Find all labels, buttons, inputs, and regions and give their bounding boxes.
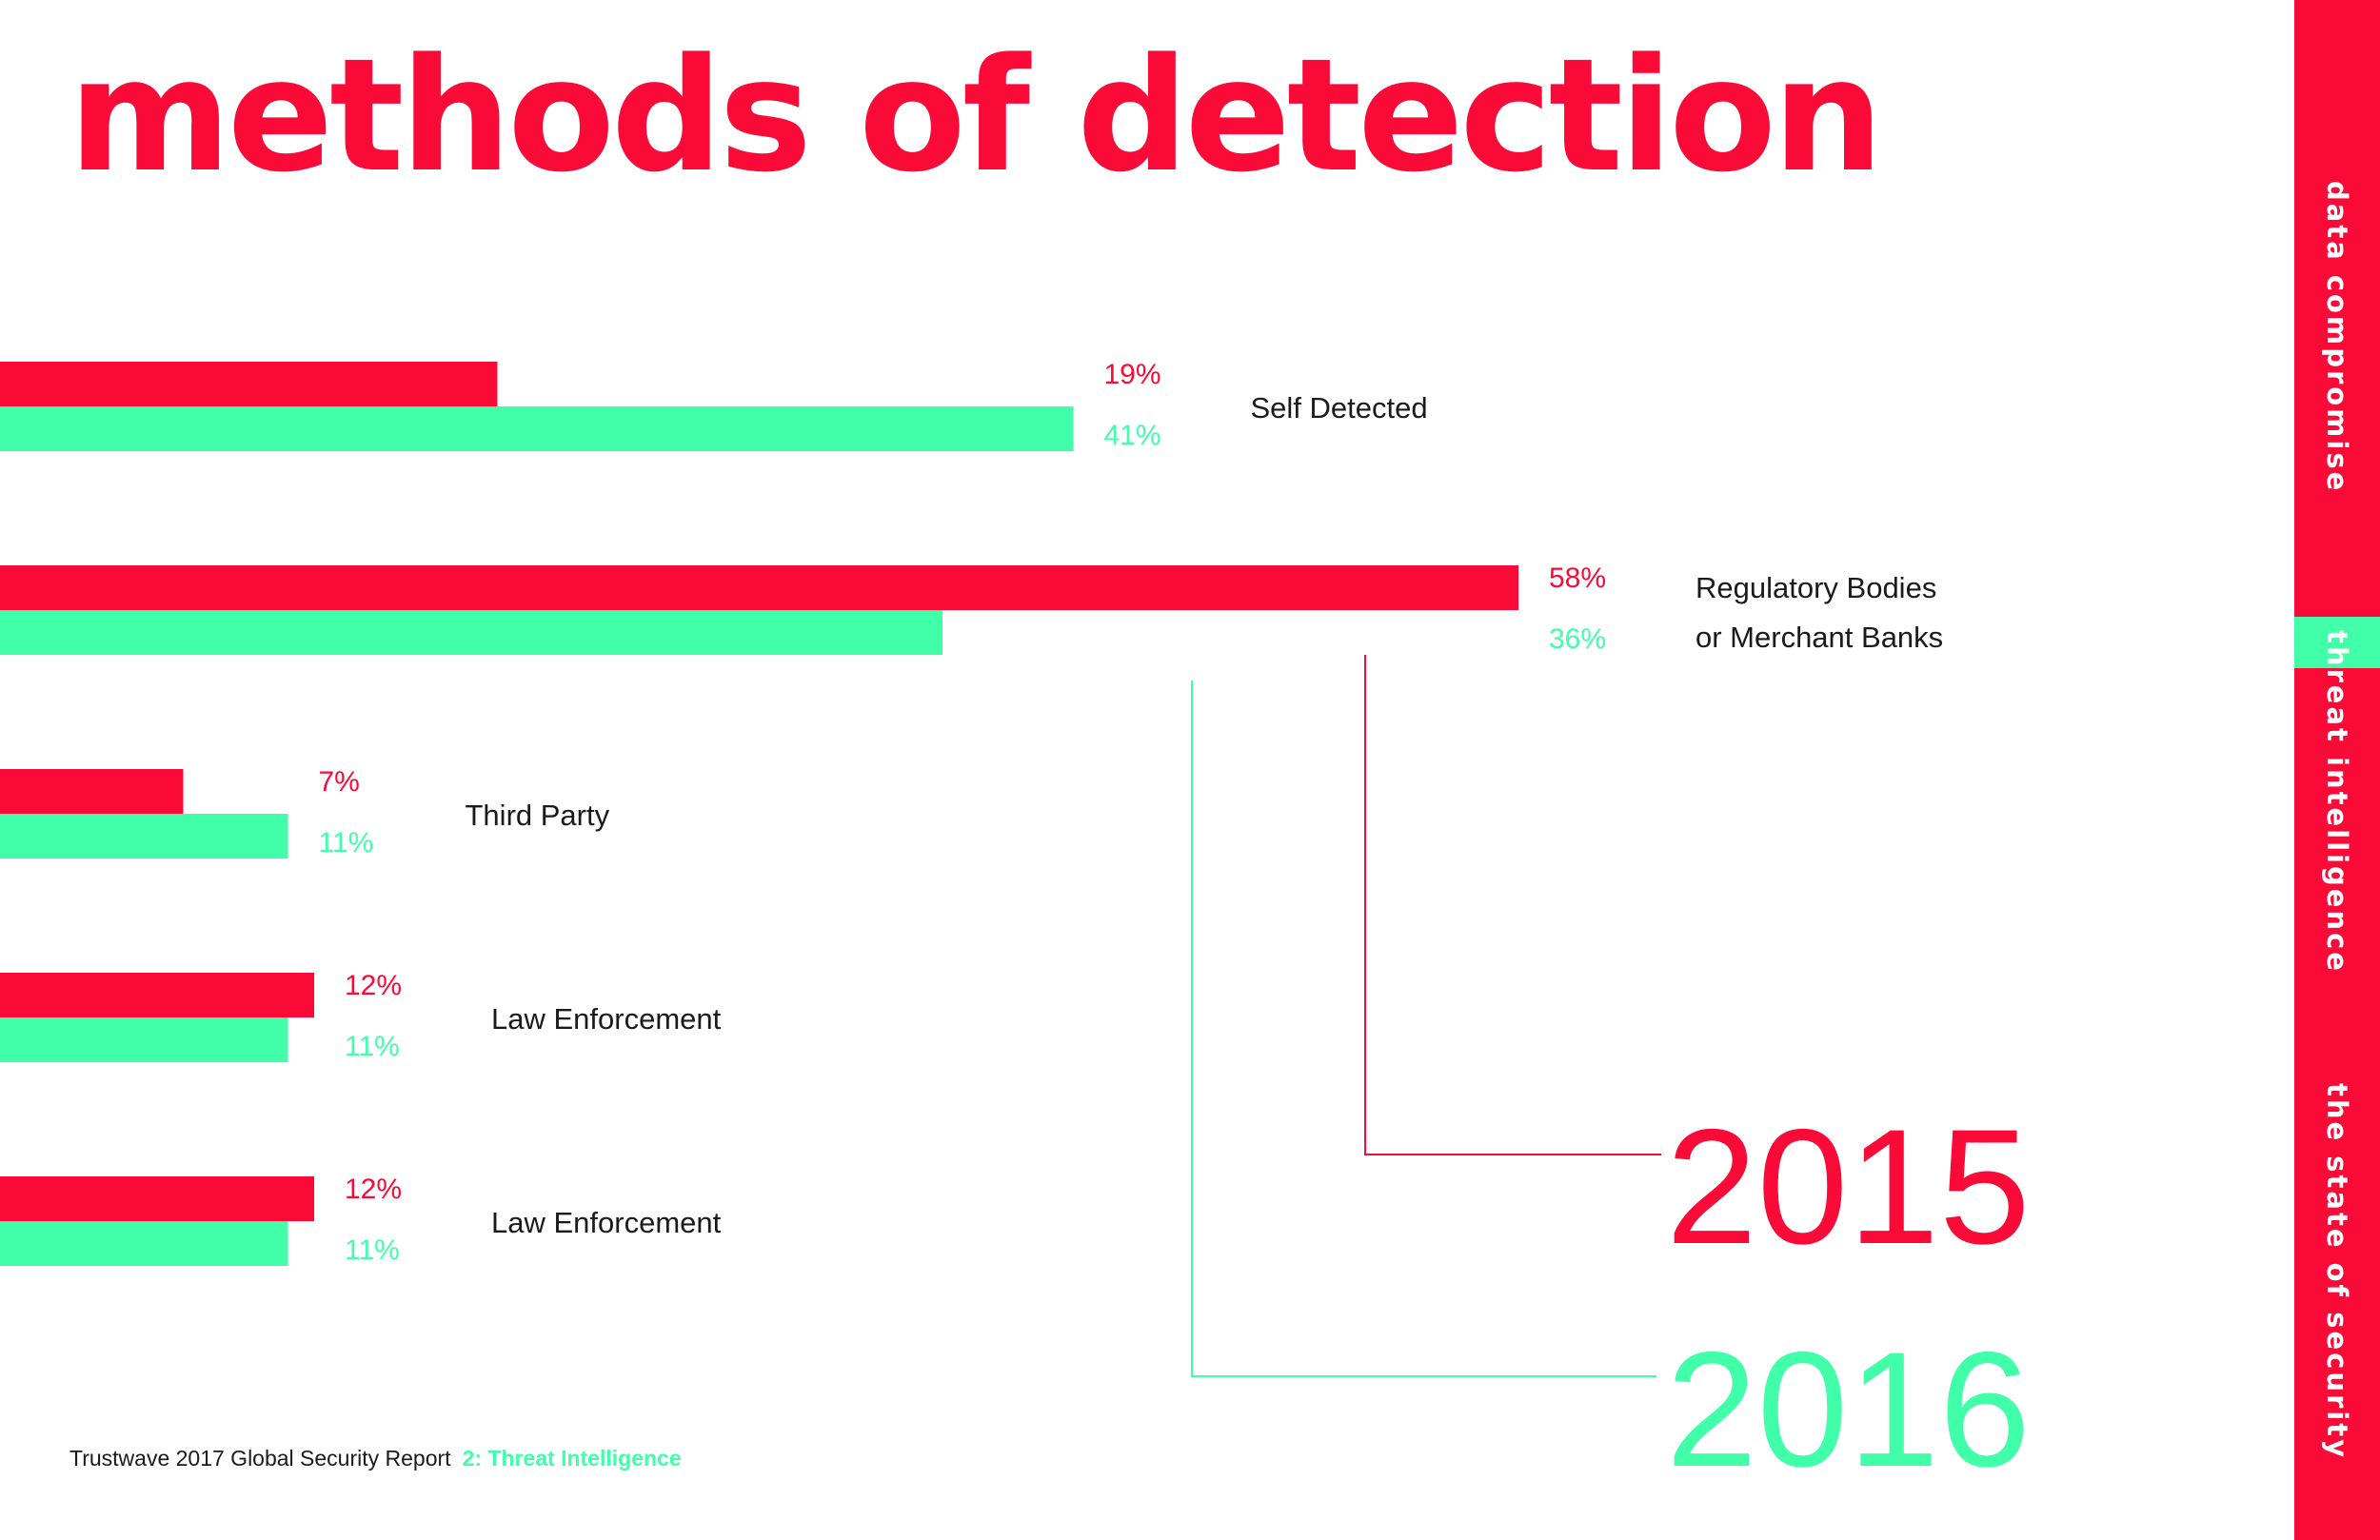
category-label-2-line-2: or Merchant Banks bbox=[1696, 621, 1943, 654]
bar-2016-5 bbox=[0, 1221, 288, 1266]
legend-connector-2016 bbox=[1191, 681, 1656, 1377]
data-label-2016-2: 36% bbox=[1549, 623, 1606, 655]
bar-2016-3 bbox=[0, 814, 288, 859]
legend-label-2016: 2016 bbox=[1666, 1318, 2031, 1501]
data-label-2016-4: 11% bbox=[345, 1031, 400, 1062]
category-label-4: Law Enforcement bbox=[491, 1002, 722, 1036]
sidebar-tab-the-state-of-security[interactable]: the state of security bbox=[2321, 1083, 2353, 1461]
bar-2015-2 bbox=[0, 565, 1518, 610]
page-title: methods of detection bbox=[69, 25, 1884, 207]
footer-report-title: Trustwave 2017 Global Security Report bbox=[69, 1446, 451, 1471]
bar-2015-5 bbox=[0, 1176, 314, 1221]
section-sidebar: data compromise threat intelligence the … bbox=[2294, 0, 2380, 1540]
bar-2015-4 bbox=[0, 973, 314, 1017]
category-label-5: Law Enforcement bbox=[491, 1206, 722, 1239]
bar-2015-3 bbox=[0, 769, 184, 814]
data-label-2016-1: 41% bbox=[1104, 420, 1161, 451]
category-label-1: Self Detected bbox=[1251, 391, 1428, 424]
category-label-3: Third Party bbox=[466, 799, 610, 832]
data-label-2015-2: 58% bbox=[1549, 563, 1606, 594]
data-label-2015-4: 12% bbox=[345, 970, 402, 1001]
footer: Trustwave 2017 Global Security Report 2: … bbox=[69, 1446, 682, 1471]
bar-2016-1 bbox=[0, 406, 1074, 451]
sidebar-tab-data-compromise[interactable]: data compromise bbox=[2321, 181, 2353, 494]
category-label-2-line-1: Regulatory Bodies bbox=[1696, 571, 1936, 604]
legend-connector-2015 bbox=[1364, 655, 1661, 1155]
bar-2016-4 bbox=[0, 1017, 288, 1062]
footer-section: 2: Threat Intelligence bbox=[462, 1446, 682, 1471]
bar-2015-1 bbox=[0, 362, 498, 406]
data-label-2016-5: 11% bbox=[345, 1234, 400, 1266]
data-label-2015-3: 7% bbox=[319, 766, 360, 798]
data-label-2015-5: 12% bbox=[345, 1174, 402, 1205]
data-label-2016-3: 11% bbox=[319, 827, 374, 859]
legend-label-2015: 2015 bbox=[1666, 1096, 2031, 1278]
bar-2016-2 bbox=[0, 610, 942, 655]
sidebar-tab-threat-intelligence[interactable]: threat intelligence bbox=[2321, 630, 2353, 974]
sidebar-active-marker bbox=[2294, 617, 2380, 668]
data-label-2015-1: 19% bbox=[1104, 359, 1161, 390]
